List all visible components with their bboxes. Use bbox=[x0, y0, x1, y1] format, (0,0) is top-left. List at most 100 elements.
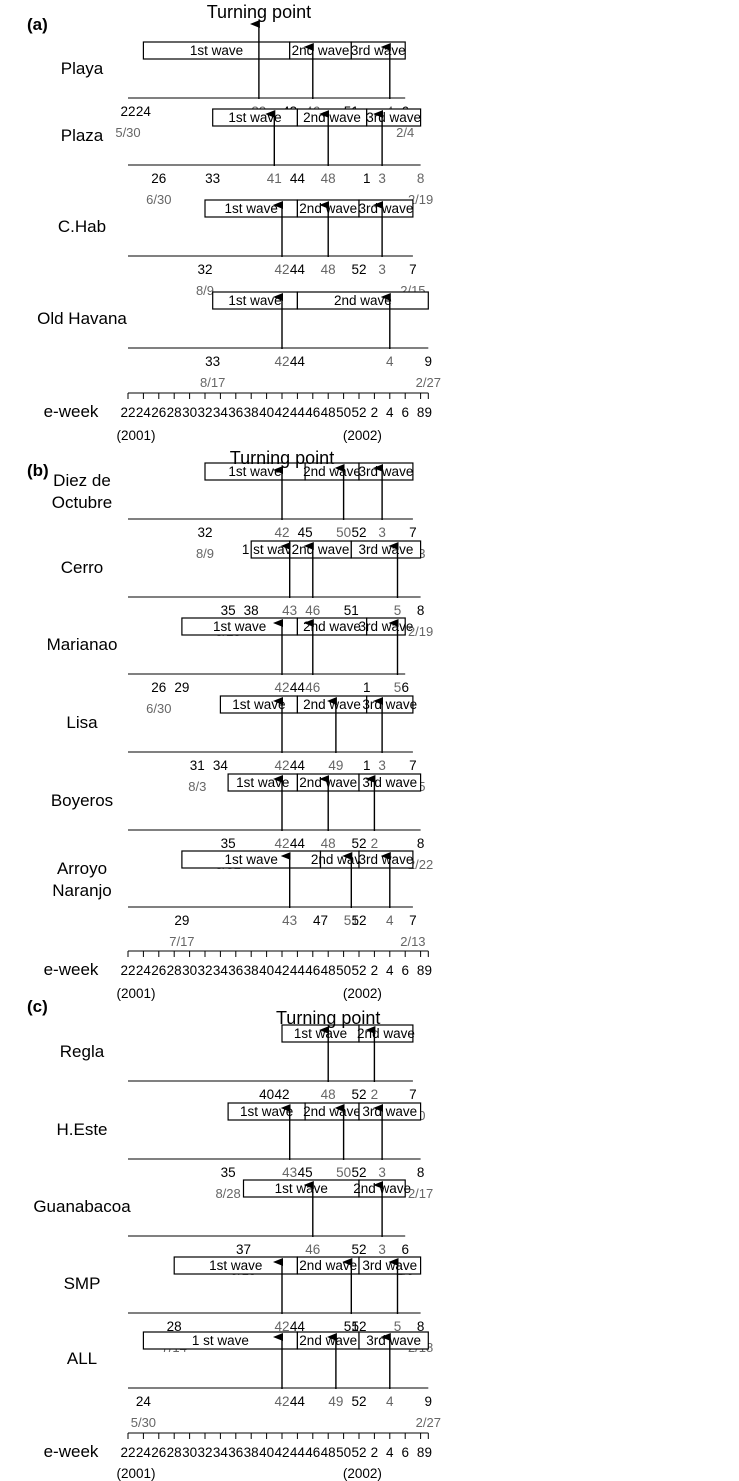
week-number: 42 bbox=[274, 1394, 289, 1409]
week-number: 34 bbox=[213, 758, 229, 773]
week-number: 7 bbox=[409, 913, 417, 928]
district-name: Naranjo bbox=[52, 881, 112, 900]
week-number: 52 bbox=[351, 525, 366, 540]
axis-tick-label: 24 bbox=[136, 1445, 152, 1460]
week-number: 50 bbox=[336, 1165, 351, 1180]
axis-tick-label: 28 bbox=[167, 405, 182, 420]
week-number: 3 bbox=[378, 262, 386, 277]
wave-label: 3rd wave bbox=[366, 110, 421, 125]
axis-tick-label: 24 bbox=[136, 963, 152, 978]
axis-tick-label: 4 bbox=[386, 405, 394, 420]
district-name: Diez de bbox=[53, 471, 111, 490]
wave-label: 3rd wave bbox=[362, 1258, 417, 1273]
wave-box bbox=[350, 41, 406, 60]
axis-tick-label: 2 bbox=[371, 1445, 379, 1460]
onset-end-date: 7/17 bbox=[169, 934, 194, 949]
wave-label: 1st wave bbox=[275, 1181, 328, 1196]
wave-label: 1st wave bbox=[294, 1026, 347, 1041]
week-number: 52 bbox=[351, 1087, 366, 1102]
week-number: 4 bbox=[386, 913, 394, 928]
week-number: 7 bbox=[409, 758, 417, 773]
axis-tick-label: 2 bbox=[371, 405, 379, 420]
week-number: 44 bbox=[290, 1394, 306, 1409]
week-number: 44 bbox=[290, 354, 306, 369]
wave-box bbox=[350, 540, 422, 559]
week-number: 51 bbox=[344, 603, 359, 618]
week-number: 44 bbox=[290, 171, 306, 186]
week-number: 42 bbox=[274, 836, 289, 851]
week-number: 4 bbox=[386, 354, 394, 369]
axis-tick-label: 4 bbox=[386, 1445, 394, 1460]
week-number: 42 bbox=[274, 262, 289, 277]
week-number: 51 bbox=[344, 913, 359, 928]
district-name: Plaza bbox=[61, 126, 104, 145]
week-number: 47 bbox=[313, 913, 328, 928]
week-number: 45 bbox=[298, 525, 313, 540]
week-number: 6 bbox=[401, 680, 409, 695]
week-number: 6 bbox=[401, 1242, 409, 1257]
wave-label: 3rd wave bbox=[362, 1104, 417, 1119]
week-number: 26 bbox=[151, 171, 166, 186]
axis-tick-label: 48 bbox=[321, 963, 336, 978]
onset-end-date: 8/3 bbox=[188, 779, 206, 794]
wave-label: 3rd wave bbox=[359, 464, 414, 479]
axis-tick-label: 40 bbox=[259, 405, 274, 420]
axis-tick-label: 42 bbox=[274, 405, 289, 420]
wave-label: 3rd wave bbox=[359, 852, 414, 867]
axis-tick-label: 42 bbox=[274, 963, 289, 978]
axis-tick-label: 26 bbox=[151, 1445, 166, 1460]
axis-tick-label: 8 bbox=[417, 405, 425, 420]
week-number: 29 bbox=[174, 680, 189, 695]
week-number: 52 bbox=[351, 1242, 366, 1257]
onset-end-date: 2/19 bbox=[408, 192, 433, 207]
district-name: Old Havana bbox=[37, 309, 127, 328]
week-number: 1 bbox=[363, 758, 371, 773]
wave-label: 1st wave bbox=[225, 852, 278, 867]
axis-tick-label: 9 bbox=[425, 963, 433, 978]
wave-label: 2nd wave bbox=[357, 1026, 415, 1041]
axis-tick-label: 38 bbox=[244, 963, 259, 978]
district-name: Playa bbox=[61, 59, 104, 78]
panel-label: (c) bbox=[27, 997, 48, 1016]
week-number: 46 bbox=[305, 1242, 320, 1257]
week-number: 48 bbox=[321, 1087, 336, 1102]
week-number: 48 bbox=[321, 836, 336, 851]
week-number: 52 bbox=[351, 1319, 366, 1334]
axis-tick-label: 48 bbox=[321, 1445, 336, 1460]
week-number: 4 bbox=[386, 1394, 394, 1409]
wave-label: 1st wave bbox=[209, 1258, 262, 1273]
onset-end-date: 8/17 bbox=[200, 375, 225, 390]
week-number: 32 bbox=[197, 525, 212, 540]
onset-end-date: 2/27 bbox=[416, 375, 441, 390]
axis-tick-label: 2 bbox=[371, 963, 379, 978]
week-number: 22 bbox=[120, 104, 135, 119]
axis-tick-label: 36 bbox=[228, 1445, 243, 1460]
axis-tick-label: 9 bbox=[425, 1445, 433, 1460]
wave-label: 2nd wave bbox=[303, 619, 361, 634]
onset-end-date: 5/30 bbox=[115, 125, 140, 140]
wave-label: 3rd wave bbox=[362, 775, 417, 790]
onset-end-date: 6/30 bbox=[146, 701, 171, 716]
axis-tick-label: 32 bbox=[197, 1445, 212, 1460]
wave-label: 3rd wave bbox=[359, 619, 414, 634]
week-number: 32 bbox=[197, 262, 212, 277]
axis-tick-label: 46 bbox=[305, 963, 320, 978]
week-number: 37 bbox=[236, 1242, 251, 1257]
onset-end-date: 2/22 bbox=[408, 857, 433, 872]
week-number: 52 bbox=[351, 1394, 366, 1409]
wave-label: 2nd wave bbox=[334, 293, 392, 308]
week-number: 52 bbox=[351, 836, 366, 851]
axis-tick-label: 28 bbox=[167, 1445, 182, 1460]
week-number: 42 bbox=[274, 758, 289, 773]
week-number: 43 bbox=[282, 1165, 297, 1180]
turning-point-label: Turning point bbox=[230, 448, 334, 468]
year-label-start: (2001) bbox=[116, 986, 155, 1001]
district-name: Regla bbox=[60, 1042, 105, 1061]
week-number: 3 bbox=[378, 1165, 386, 1180]
wave-label: 1st wave bbox=[232, 697, 285, 712]
wave-label: 2nd wave bbox=[299, 1333, 357, 1348]
wave-label: 2nd wave bbox=[303, 697, 361, 712]
onset-end-date: 6/30 bbox=[146, 192, 171, 207]
wave-label: 2nd wave bbox=[292, 542, 350, 557]
district-name: Arroyo bbox=[57, 859, 107, 878]
